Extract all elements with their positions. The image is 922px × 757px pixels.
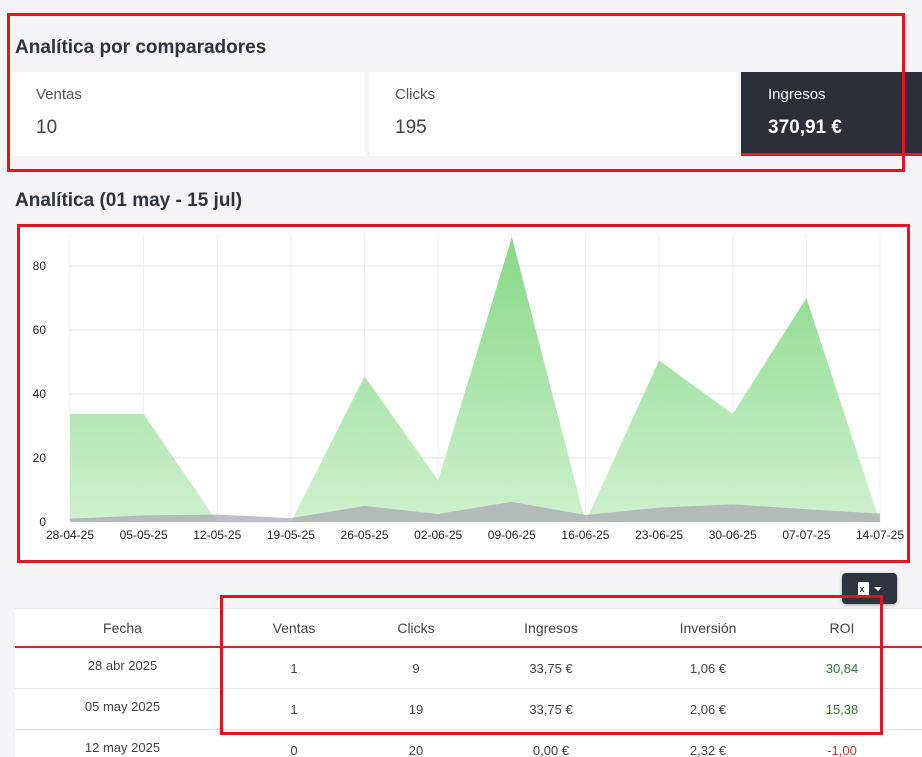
cell-roi: -1,00 [827,742,857,757]
kpi-label: Clicks [395,86,435,103]
kpi-card-ventas[interactable]: Ventas 10 [12,72,365,156]
cell-ingresos: 33,75 € [529,701,573,717]
x-tick-label: 07-07-25 [782,528,830,542]
col-header-roi[interactable]: ROI [829,619,855,636]
x-tick-label: 30-06-25 [709,528,757,542]
kpi-value: 370,91 € [768,117,842,138]
y-tick-label: 0 [39,515,46,529]
cell-clicks: 19 [408,701,424,717]
x-tick-label: 05-05-25 [120,528,168,542]
x-tick-label: 23-06-25 [635,528,683,542]
cell-inversion: 2,06 € [689,701,727,717]
kpi-label: Ingresos [768,86,826,103]
cell-ingresos: 33,75 € [529,660,573,676]
kpi-value: 10 [36,117,58,138]
table-header-row: Fecha Ventas Clicks Ingresos Inversión R… [15,608,922,648]
cell-fecha: 12 may 2025 [84,739,161,755]
x-tick-label: 16-06-25 [561,528,609,542]
area-series-2 [70,501,880,522]
cell-ventas: 1 [290,701,298,717]
area-series-1 [70,237,880,522]
analytics-chart: 0 20 40 60 80 28-04-25 05-05-25 12-05-25 19-05-2… [18,226,910,560]
cell-ventas: 1 [290,660,298,676]
table-row: 05 may 2025 1 19 33,75 € 2,06 € 15,38 [15,689,922,730]
col-header-fecha[interactable]: Fecha [103,619,142,636]
kpi-card-ingresos[interactable]: Ingresos 370,91 € [741,72,922,156]
cell-roi: 30,84 [825,660,859,676]
cell-ingresos: 0,00 € [532,742,570,757]
kpi-value: 195 [395,117,427,138]
y-tick-label: 20 [33,451,47,465]
cell-fecha: 28 abr 2025 [87,657,158,673]
x-tick-label: 26-05-25 [341,528,389,542]
cell-clicks: 9 [412,660,420,676]
col-header-clicks[interactable]: Clicks [397,619,435,636]
x-tick-label: 02-06-25 [414,528,462,542]
table-row: 28 abr 2025 1 9 33,75 € 1,06 € 30,84 [15,648,922,689]
excel-file-icon [857,581,869,596]
active-underline [741,153,922,156]
x-tick-label: 28-04-25 [46,528,94,542]
cell-fecha: 05 may 2025 [84,698,161,714]
y-tick-label: 40 [33,387,47,401]
cell-ventas: 0 [290,742,298,757]
table-row: 12 may 2025 0 20 0,00 € 2,32 € -1,00 [15,730,922,757]
kpi-label: Ventas [36,86,82,103]
cell-roi: 15,38 [825,701,859,717]
comparators-title: Analítica por comparadores [15,37,267,58]
y-tick-label: 60 [33,323,47,337]
col-header-ingresos[interactable]: Ingresos [524,619,578,636]
x-tick-label: 14-07-25 [856,528,904,542]
cell-clicks: 20 [408,742,424,757]
analytics-title: Analítica (01 may - 15 jul) [15,190,243,211]
cell-inversion: 2,32 € [689,742,727,757]
cell-inversion: 1,06 € [689,660,727,676]
chevron-down-icon [873,586,882,591]
col-header-ventas[interactable]: Ventas [272,619,316,636]
area-chart-svg: 0 20 40 60 80 28-04-25 05-05-25 12-05-25 19-05-2… [33,234,904,542]
analytics-table: Fecha Ventas Clicks Ingresos Inversión R… [15,608,922,757]
export-excel-button[interactable] [842,573,897,604]
x-tick-label: 12-05-25 [193,528,241,542]
kpi-card-clicks[interactable]: Clicks 195 [369,72,737,156]
col-header-inversion[interactable]: Inversión [679,619,737,636]
y-tick-label: 80 [33,259,47,273]
x-tick-label: 19-05-25 [267,528,315,542]
x-tick-label: 09-06-25 [488,528,536,542]
